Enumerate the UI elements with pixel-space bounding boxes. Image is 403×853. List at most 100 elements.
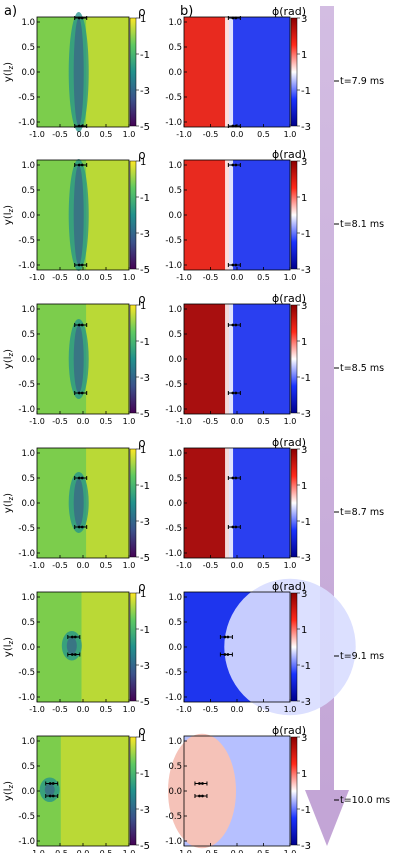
vortex-marker [74,323,88,327]
vortex-marker [227,391,241,395]
y-tick-label: -1.0 [165,693,182,703]
y-tick-label: 1.0 [21,18,35,28]
x-tick-label: 0.0 [231,849,244,853]
phase-heatmap [183,159,291,271]
x-tick-label: 0.5 [257,849,270,853]
vortex-marker [227,263,241,267]
x-tick-label: 1.0 [123,273,136,282]
vortex-marker [74,476,88,480]
vortex-marker [227,16,241,20]
y-tick-label: -0.5 [18,236,35,246]
phase-colorbar-tick-label: -3 [301,841,311,852]
phase-colorbar-tick-label: 1 [301,50,307,61]
density-colorbar-tick-label: -3 [140,229,150,240]
density-colorbar-label: ρ [138,148,146,162]
y-tick-label: 0.5 [21,474,35,484]
phase-colorbar-tick-label: -1 [301,517,311,528]
density-colorbar-tick-label: 1 [140,14,146,25]
y-tick-label: 0.5 [21,330,35,340]
x-tick-label: 0.0 [231,417,244,426]
time-label: t=8.1 ms [340,219,384,230]
y-tick-label: 0.0 [168,643,182,653]
time-label: t=9.1 ms [340,651,384,662]
frame-row: 1.0 1.0 0.5 0.5 0.0 0.0 -0.5 -0.5 -1.0 -1.0 y(lz) -… [3,578,384,716]
x-tick-label: 0.0 [77,561,90,570]
frame-row: 1.0 1.0 0.5 0.5 0.0 0.0 -0.5 -0.5 -1.0 -1.0 y(lz) -… [3,148,384,282]
x-tick-label: 0.5 [100,417,113,426]
phase-colorbar-tick-label: 3 [301,733,307,744]
density-colorbar [129,448,137,558]
y-tick-label: 0.0 [168,499,182,509]
phase-colorbar-tick-label: -3 [301,122,311,133]
phase-heatmap [183,578,356,716]
time-label: t=7.9 ms [340,76,384,87]
y-tick-label: 0.0 [21,355,35,365]
y-tick-label: -1.0 [18,405,35,415]
y-tick-label: 0.0 [21,211,35,221]
y-tick-label: -0.5 [18,380,35,390]
x-tick-label: -0.5 [52,705,68,714]
phase-colorbar-label: ϕ(rad) [272,292,306,305]
y-axis-label: y(lz) [3,493,15,513]
phase-wall [225,304,234,414]
time-arrow-head [305,790,349,846]
phase-colorbar-tick-label: 1 [301,769,307,780]
density-core [73,18,84,126]
y-tick-label: -0.5 [18,668,35,678]
y-tick-label: -1.0 [18,549,35,559]
density-core [73,478,84,527]
y-tick-label: -1.0 [165,118,182,128]
density-colorbar-tick-label: -1 [140,193,150,204]
density-colorbar-tick-label: 1 [140,157,146,168]
y-axis-label: y(lz) [3,205,15,225]
y-tick-label: 0.0 [168,355,182,365]
vortex-marker [227,525,241,529]
y-tick-label: 0.0 [21,68,35,78]
time-arrow [305,6,349,846]
x-tick-label: -1.0 [29,130,45,139]
density-bright-region [86,160,129,270]
panel-label-b: b) [180,4,193,19]
density-colorbar-tick-label: -5 [140,122,150,133]
density-bright-region [86,17,129,127]
y-tick-label: -1.0 [165,261,182,271]
y-tick-label: 1.0 [168,737,182,747]
phase-blue-region [229,448,290,558]
vortex-marker [227,124,241,128]
density-colorbar-tick-label: -1 [140,337,150,348]
y-tick-label: 1.0 [21,593,35,603]
density-colorbar-label: ρ [138,580,146,594]
phase-wall [225,17,234,127]
density-bright-region [60,736,129,846]
y-tick-label: 0.0 [21,499,35,509]
density-colorbar [129,592,137,702]
y-tick-label: -0.5 [165,380,182,390]
phase-colorbar [290,304,298,414]
y-tick-label: 0.0 [21,643,35,653]
density-colorbar-label: ρ [138,292,146,306]
y-tick-label: -0.5 [165,668,182,678]
density-colorbar-tick-label: 1 [140,589,146,600]
vortex-marker [74,391,88,395]
x-tick-label: -1.0 [29,417,45,426]
phase-colorbar-tick-label: -1 [301,661,311,672]
y-tick-label: -0.5 [18,93,35,103]
frame-row: 1.0 1.0 0.5 0.5 0.0 0.0 -0.5 -0.5 -1.0 -1.0 y(lz) -… [3,292,384,426]
phase-colorbar-label: ϕ(rad) [272,436,306,449]
y-tick-label: 0.0 [21,787,35,797]
x-tick-label: 0.0 [77,705,90,714]
phase-colorbar-tick-label: 3 [301,301,307,312]
y-tick-label: -0.5 [165,236,182,246]
density-heatmap [36,303,130,415]
vortex-marker [227,476,241,480]
y-tick-label: -1.0 [18,693,35,703]
phase-red-region [184,160,230,270]
y-tick-label: 0.5 [168,618,182,628]
x-tick-label: 1.0 [123,417,136,426]
density-colorbar-tick-label: -3 [140,86,150,97]
density-core [66,637,77,655]
density-colorbar-label: ρ [138,724,146,738]
density-bright-region [86,304,129,414]
x-tick-label: 1.0 [123,705,136,714]
y-tick-label: 0.5 [21,618,35,628]
